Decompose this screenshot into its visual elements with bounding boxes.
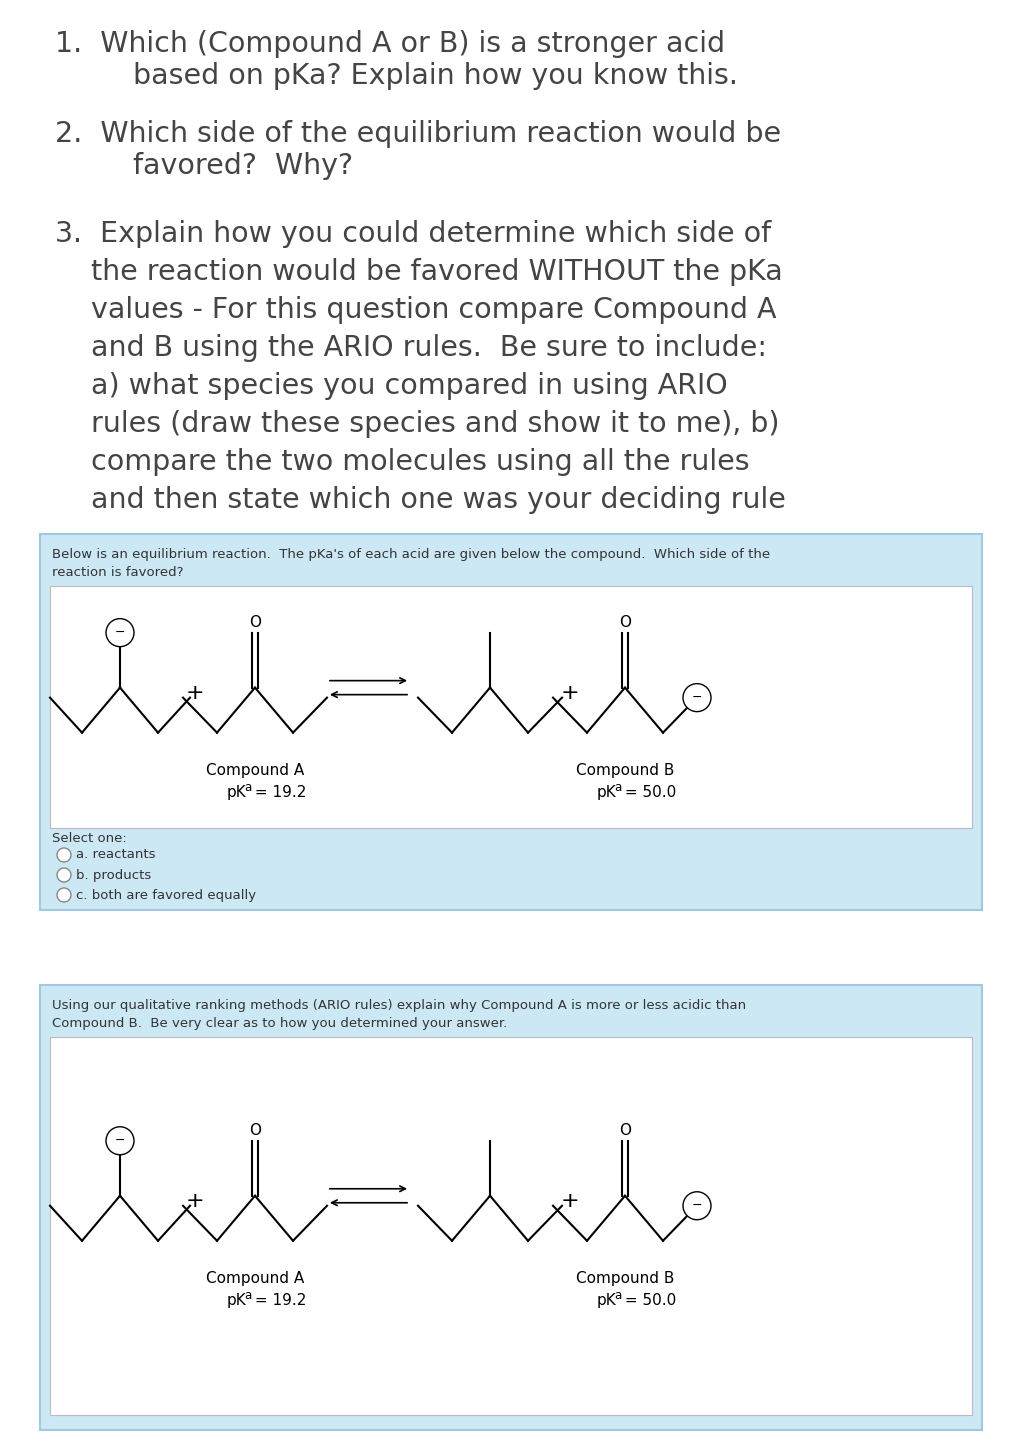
Text: favored?  Why?: favored? Why?: [97, 152, 354, 180]
Text: pK: pK: [227, 784, 246, 800]
Text: rules (draw these species and show it to me), b): rules (draw these species and show it to…: [55, 409, 780, 439]
Circle shape: [106, 619, 134, 646]
Text: Compound B: Compound B: [575, 1270, 675, 1286]
Text: a: a: [244, 781, 251, 794]
Text: a: a: [614, 1289, 621, 1302]
Text: −: −: [692, 691, 702, 704]
Circle shape: [106, 1127, 134, 1154]
Text: +: +: [561, 682, 579, 703]
Text: O: O: [249, 616, 261, 630]
Circle shape: [683, 684, 711, 711]
Text: O: O: [249, 1124, 261, 1138]
Text: b. products: b. products: [76, 868, 151, 881]
Text: pK: pK: [597, 1292, 616, 1308]
Text: a: a: [244, 1289, 251, 1302]
Text: O: O: [619, 1124, 631, 1138]
Text: and then state which one was your deciding rule: and then state which one was your decidi…: [55, 486, 786, 514]
Text: c. both are favored equally: c. both are favored equally: [76, 889, 257, 902]
Text: −: −: [114, 626, 126, 639]
Circle shape: [57, 848, 71, 862]
FancyBboxPatch shape: [50, 587, 972, 828]
Text: Using our qualitative ranking methods (ARIO rules) explain why Compound A is mor: Using our qualitative ranking methods (A…: [52, 999, 746, 1012]
Text: reaction is favored?: reaction is favored?: [52, 566, 184, 579]
Text: = 19.2: = 19.2: [250, 1292, 307, 1308]
Text: pK: pK: [227, 1292, 246, 1308]
Text: Compound B: Compound B: [575, 762, 675, 778]
Text: a: a: [614, 781, 621, 794]
Text: the reaction would be favored WITHOUT the pKa: the reaction would be favored WITHOUT th…: [55, 258, 783, 286]
Text: compare the two molecules using all the rules: compare the two molecules using all the …: [55, 449, 749, 476]
Text: pK: pK: [597, 784, 616, 800]
Text: Compound B.  Be very clear as to how you determined your answer.: Compound B. Be very clear as to how you …: [52, 1016, 507, 1029]
Text: = 19.2: = 19.2: [250, 784, 307, 800]
Text: +: +: [561, 1191, 579, 1211]
Text: a. reactants: a. reactants: [76, 848, 155, 861]
Circle shape: [57, 889, 71, 902]
FancyBboxPatch shape: [50, 1037, 972, 1416]
Text: O: O: [619, 616, 631, 630]
Circle shape: [57, 868, 71, 881]
Text: Select one:: Select one:: [52, 832, 127, 845]
Text: 1.  Which (Compound A or B) is a stronger acid: 1. Which (Compound A or B) is a stronger…: [55, 30, 726, 58]
Text: 2.  Which side of the equilibrium reaction would be: 2. Which side of the equilibrium reactio…: [55, 121, 781, 148]
Text: Below is an equilibrium reaction.  The pKa's of each acid are given below the co: Below is an equilibrium reaction. The pK…: [52, 547, 771, 560]
Text: based on pKa? Explain how you know this.: based on pKa? Explain how you know this.: [97, 62, 738, 90]
Text: a) what species you compared in using ARIO: a) what species you compared in using AR…: [55, 372, 728, 399]
Text: and B using the ARIO rules.  Be sure to include:: and B using the ARIO rules. Be sure to i…: [55, 334, 766, 362]
Text: +: +: [186, 1191, 204, 1211]
FancyBboxPatch shape: [40, 534, 982, 910]
Text: values - For this question compare Compound A: values - For this question compare Compo…: [55, 296, 777, 324]
Text: +: +: [186, 682, 204, 703]
Circle shape: [683, 1192, 711, 1220]
Text: = 50.0: = 50.0: [620, 1292, 677, 1308]
Text: Compound A: Compound A: [205, 1270, 305, 1286]
Text: −: −: [692, 1199, 702, 1212]
Text: −: −: [114, 1134, 126, 1147]
FancyBboxPatch shape: [40, 984, 982, 1430]
Text: Compound A: Compound A: [205, 762, 305, 778]
Text: 3.  Explain how you could determine which side of: 3. Explain how you could determine which…: [55, 221, 772, 248]
Text: = 50.0: = 50.0: [620, 784, 677, 800]
